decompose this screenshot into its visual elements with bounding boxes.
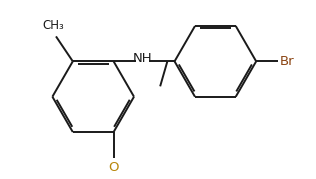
Text: NH: NH	[133, 52, 152, 66]
Text: Br: Br	[280, 55, 295, 68]
Text: CH₃: CH₃	[43, 19, 64, 32]
Text: O: O	[108, 161, 119, 174]
